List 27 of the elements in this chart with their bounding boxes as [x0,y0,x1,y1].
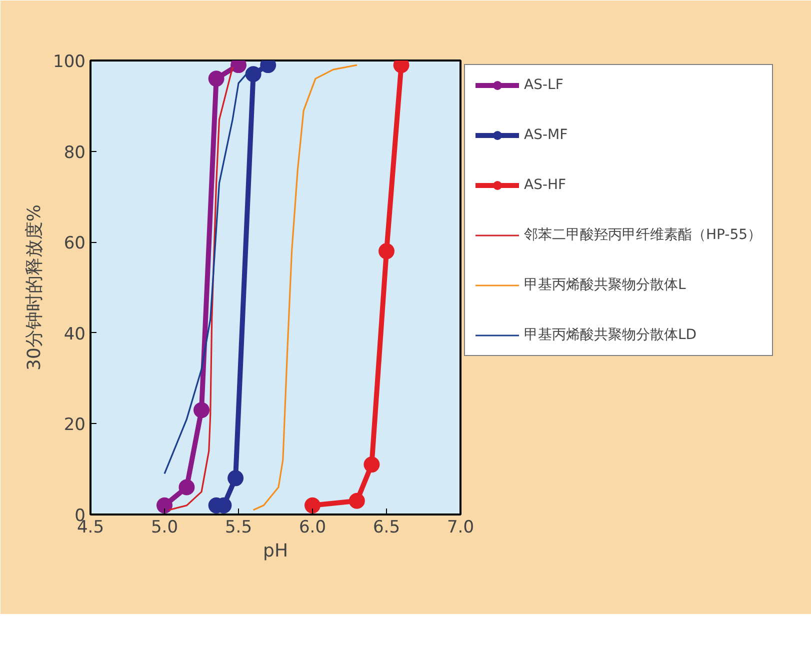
point [378,243,394,260]
x-axis-title: pH [263,540,288,562]
legend-label: AS-HF [524,177,566,193]
x-tick-label: 7.0 [446,518,474,538]
y-axis-title: 30分钟时的释放度% [24,204,46,371]
point [194,402,210,418]
y-tick-label: 60 [64,234,86,254]
point [228,470,244,486]
x-tick-label: 6.0 [298,518,326,538]
point [348,492,365,509]
x-tick-label: 6.5 [372,518,400,538]
y-tick-label: 20 [64,415,86,436]
point [364,456,380,473]
line-series [252,64,358,511]
point [304,497,320,514]
legend-label: AS-MF [524,127,568,143]
y-tick-label: 80 [64,142,86,163]
point [156,497,172,514]
point [178,479,195,496]
y-tick-label: 40 [64,324,86,344]
legend-label: 甲基丙烯酸共聚物分散体LD [524,326,697,344]
legend-label: AS-LF [524,77,564,93]
x-tick-label: 5.5 [224,518,252,538]
legend-label: 邻苯二甲酸羟丙甲纤维素酯（HP-55） [524,226,762,244]
x-tick-label: 5.0 [150,518,178,538]
y-tick-label: 100 [53,52,86,72]
legend-label: 甲基丙烯酸共聚物分散体L [524,276,686,294]
